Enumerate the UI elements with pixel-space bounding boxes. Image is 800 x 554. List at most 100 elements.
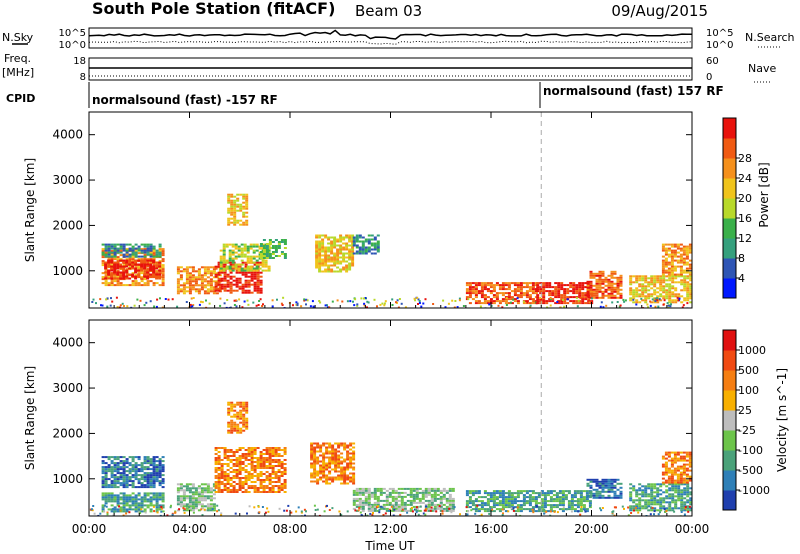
data-cell <box>264 269 268 272</box>
data-cell <box>656 277 660 280</box>
data-cell <box>222 249 226 252</box>
data-cell <box>212 280 216 283</box>
data-cell <box>685 271 689 274</box>
data-cell <box>116 280 120 283</box>
data-cell <box>245 199 249 202</box>
data-cell <box>661 265 665 268</box>
data-cell <box>122 474 126 477</box>
data-cell <box>315 234 319 237</box>
data-cell <box>644 505 648 508</box>
data-cell <box>480 296 484 299</box>
data-cell <box>367 507 371 510</box>
data-cell <box>229 479 233 481</box>
data-cell <box>382 487 386 490</box>
data-cell <box>107 258 111 261</box>
data-cell <box>486 296 490 299</box>
data-cell <box>182 292 186 295</box>
data-cell <box>233 221 237 224</box>
data-cell <box>679 459 683 462</box>
data-cell <box>439 505 443 508</box>
data-cell <box>152 265 156 268</box>
data-cell <box>436 487 440 490</box>
data-cell <box>557 286 561 289</box>
data-cell <box>316 458 320 461</box>
data-cell <box>601 292 605 295</box>
data-cell <box>546 492 550 495</box>
data-cell <box>349 452 353 455</box>
data-cell <box>152 259 156 262</box>
data-cell <box>247 479 251 481</box>
data-cell <box>237 267 241 270</box>
data-cell <box>256 465 260 467</box>
data-cell <box>570 504 574 507</box>
data-cell <box>349 472 353 475</box>
data-cell <box>635 287 639 290</box>
data-cell <box>601 272 605 275</box>
data-cell <box>685 451 689 454</box>
data-cell <box>244 453 248 455</box>
data-cell <box>352 493 356 496</box>
data-cell <box>474 492 478 495</box>
data-cell <box>137 492 141 495</box>
data-cell <box>188 487 192 490</box>
data-cell <box>253 485 257 487</box>
data-cell <box>197 292 201 295</box>
data-cell <box>271 469 275 471</box>
data-cell <box>250 457 254 459</box>
data-cell <box>567 508 571 511</box>
data-cell <box>601 282 605 285</box>
data-cell <box>641 295 645 298</box>
data-cell <box>581 302 585 305</box>
data-cell <box>604 490 608 493</box>
data-cell <box>134 277 138 280</box>
data-cell <box>330 242 334 245</box>
data-cell <box>271 449 275 451</box>
data-cell <box>242 429 246 432</box>
data-cell <box>635 303 638 306</box>
data-cell <box>110 284 114 287</box>
data-cell <box>113 498 117 501</box>
data-cell <box>569 286 573 289</box>
data-cell <box>671 275 675 278</box>
data-cell <box>310 446 314 449</box>
data-cell <box>313 470 317 473</box>
data-cell <box>552 498 556 501</box>
data-cell <box>176 266 180 269</box>
data-cell <box>131 492 135 495</box>
data-cell <box>589 270 593 273</box>
data-cell <box>119 258 123 261</box>
data-cell <box>563 292 567 295</box>
data-cell <box>188 280 192 283</box>
velocity-heatmap <box>89 401 692 516</box>
data-cell <box>361 491 365 494</box>
data-cell <box>268 241 272 243</box>
data-cell <box>238 471 242 473</box>
data-cell <box>110 484 114 487</box>
data-cell <box>238 477 242 479</box>
data-cell <box>352 491 356 494</box>
data-cell <box>579 498 583 501</box>
data-cell <box>610 488 614 491</box>
data-cell <box>206 272 210 275</box>
data-cell <box>243 269 247 272</box>
data-cell <box>417 513 420 516</box>
data-cell <box>616 286 620 289</box>
data-cell <box>604 496 608 499</box>
data-cell <box>519 286 523 289</box>
data-cell <box>348 244 352 247</box>
data-cell <box>680 289 684 292</box>
data-cell <box>155 460 159 463</box>
data-cell <box>327 256 331 259</box>
data-cell <box>265 471 269 473</box>
data-cell <box>131 267 135 270</box>
data-cell <box>122 460 126 463</box>
data-cell <box>543 492 547 495</box>
data-cell <box>673 453 677 456</box>
data-cell <box>231 249 235 252</box>
data-cell <box>346 466 350 469</box>
data-cell <box>155 265 159 268</box>
data-cell <box>313 456 317 459</box>
data-cell <box>232 475 236 477</box>
data-cell <box>682 469 686 472</box>
data-cell <box>223 477 227 479</box>
